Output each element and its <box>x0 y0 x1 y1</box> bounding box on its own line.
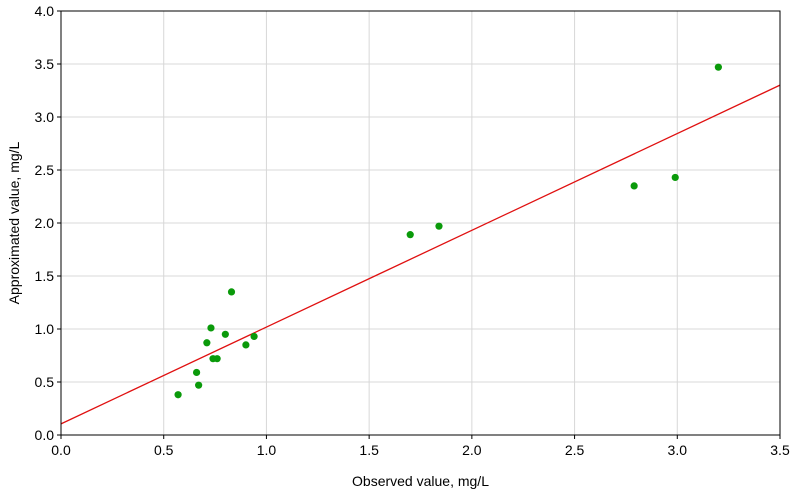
x-tick-label: 1.0 <box>257 442 277 458</box>
data-point <box>174 391 182 399</box>
x-tick-label: 3.5 <box>770 442 790 458</box>
data-point <box>192 368 201 377</box>
data-point <box>203 339 211 347</box>
y-tick-label: 2.5 <box>35 162 55 178</box>
x-tick-label: 0.5 <box>154 442 174 458</box>
data-point <box>714 63 722 71</box>
data-point <box>213 355 221 363</box>
x-axis-tick-labels: 0.0 0.5 1.0 1.5 2.0 2.5 3.0 3.5 <box>51 442 790 458</box>
x-tick-label: 3.0 <box>668 442 688 458</box>
data-point <box>195 381 203 389</box>
x-tick-label: 2.5 <box>565 442 585 458</box>
y-tick-label: 1.5 <box>35 268 55 284</box>
y-tick-label: 3.0 <box>35 109 55 125</box>
axis-ticks <box>57 10 781 439</box>
regression-line <box>60 84 781 425</box>
y-tick-label: 1.0 <box>35 321 55 337</box>
data-point <box>406 231 414 239</box>
y-tick-label: 4.0 <box>35 3 55 19</box>
data-point <box>221 330 229 338</box>
x-tick-label: 2.0 <box>462 442 482 458</box>
y-tick-label: 2.0 <box>35 215 55 231</box>
data-point <box>227 288 236 296</box>
data-point <box>207 324 215 332</box>
y-tick-label: 3.5 <box>35 56 55 72</box>
y-tick-label: 0.5 <box>35 374 55 390</box>
data-points <box>174 63 722 399</box>
data-point <box>630 182 638 190</box>
x-tick-label: 0.0 <box>51 442 71 458</box>
y-tick-label: 0.0 <box>35 427 55 443</box>
data-point <box>250 332 258 341</box>
x-axis-title: Observed value, mg/L <box>352 473 489 489</box>
y-axis-tick-labels: 0.0 0.5 1.0 1.5 2.0 2.5 3.0 3.5 4.0 <box>35 3 55 443</box>
x-tick-label: 1.5 <box>359 442 379 458</box>
data-point <box>242 341 250 349</box>
data-point <box>435 222 443 230</box>
y-axis-title: Approximated value, mg/L <box>6 141 22 304</box>
data-point <box>671 173 679 182</box>
grid <box>61 11 780 435</box>
